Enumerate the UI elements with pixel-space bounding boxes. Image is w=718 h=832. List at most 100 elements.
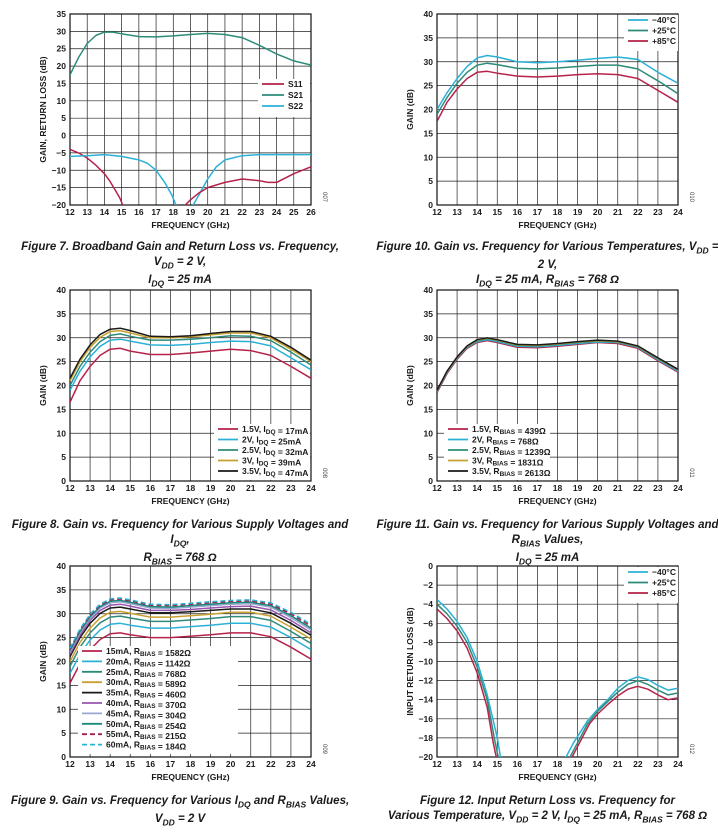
y-tick-label: 40 (424, 9, 434, 19)
series-line-60ma-rbias-184- (70, 597, 311, 649)
x-tick-label: 22 (633, 759, 643, 769)
caption-fig7: Figure 7. Broadband Gain and Return Loss… (21, 241, 339, 289)
series-line-15ma-rbias-1582- (70, 632, 311, 684)
caption-fig12: Figure 12. Input Return Loss vs. Frequen… (387, 795, 708, 825)
series-line-s11 (70, 148, 124, 205)
y-tick-label: 35 (57, 309, 67, 319)
series-line-s21 (70, 31, 311, 76)
caption-fig8: Figure 8. Gain vs. Frequency for Various… (11, 519, 349, 567)
x-tick-label: 23 (255, 207, 265, 217)
x-tick-label: 23 (653, 759, 663, 769)
y-tick-label: 5 (61, 728, 66, 738)
y-tick-label: 25 (57, 633, 67, 643)
series-line-40ma-rbias-370- (70, 603, 311, 655)
x-axis-label: FREQUENCY (GHz) (151, 220, 229, 230)
x-tick-label: 23 (653, 483, 663, 493)
legend-label: S21 (288, 90, 303, 100)
y-tick-label: 10 (57, 704, 67, 714)
legend-label: 60mA, RBIAS = 184Ω (106, 740, 186, 752)
y-tick-label: −2 (423, 580, 433, 590)
series-line-30ma-rbias-589- (70, 610, 311, 662)
x-tick-label: 12 (432, 207, 442, 217)
legend-label: 35mA, RBIAS = 460Ω (106, 688, 186, 700)
x-axis-label: FREQUENCY (GHz) (518, 496, 596, 506)
x-tick-label: 21 (220, 207, 230, 217)
y-axis-label: GAIN (dB) (38, 365, 48, 406)
x-tick-label: 24 (272, 207, 282, 217)
x-tick-label: 23 (286, 759, 296, 769)
x-tick-label: 20 (226, 759, 236, 769)
legend-label: 3V, RBIAS = 1831Ω (472, 456, 544, 468)
legend-box (258, 79, 310, 117)
x-tick-label: 20 (203, 207, 213, 217)
legend-label: 40mA, RBIAS = 370Ω (106, 698, 186, 710)
x-tick-label: 21 (613, 207, 623, 217)
legend-label: 3.5V, RBIAS = 2613Ω (472, 466, 551, 478)
x-tick-label: 21 (613, 759, 623, 769)
y-tick-label: 25 (424, 357, 434, 367)
legend-label: 2.5V, RBIAS = 1239Ω (472, 445, 551, 457)
x-tick-label: 14 (472, 483, 482, 493)
y-tick-label: 35 (57, 585, 67, 595)
legend-label: −40°C (652, 15, 676, 25)
x-tick-label: 20 (593, 483, 603, 493)
x-axis-label: FREQUENCY (GHz) (151, 496, 229, 506)
x-tick-label: 17 (533, 483, 543, 493)
y-tick-label: 15 (57, 680, 67, 690)
x-tick-label: 17 (533, 207, 543, 217)
series-line-3-5v-rbias-2613- (437, 337, 678, 391)
series-line-s22 (70, 153, 311, 205)
legend-label: S11 (288, 79, 303, 89)
y-tick-label: 10 (424, 152, 434, 162)
y-tick-label: −6 (423, 618, 433, 628)
x-tick-label: 24 (673, 759, 683, 769)
y-tick-label: 30 (424, 57, 434, 67)
legend-label: 30mA, RBIAS = 589Ω (106, 677, 186, 689)
x-tick-label: 12 (65, 759, 75, 769)
series-line-continuation (565, 676, 678, 757)
x-tick-label: 16 (513, 207, 523, 217)
y-tick-label: 40 (424, 285, 434, 295)
y-tick-label: 0 (428, 200, 433, 210)
x-tick-label: 24 (306, 759, 316, 769)
y-axis-label: INPUT RETURN LOSS (dB) (405, 607, 415, 715)
plot-frame (436, 289, 679, 482)
y-tick-label: 20 (424, 105, 434, 115)
legend-label: 2V, IDQ = 25mA (242, 435, 301, 447)
series-line-continuation (184, 166, 311, 205)
y-tick-label: −8 (423, 637, 433, 647)
y-tick-label: 0 (61, 752, 66, 762)
y-tick-label: −14 (419, 695, 434, 705)
x-tick-label: 16 (513, 483, 523, 493)
legend-label: +25°C (652, 26, 676, 36)
chart-fig11: 12 13 14 15 16 17 18 19 20 21 22 23 24 0 5 10 15 20 25 30 35… (405, 285, 694, 506)
x-tick-label: 24 (306, 483, 316, 493)
y-tick-label: −10 (52, 165, 67, 175)
x-tick-label: 22 (633, 207, 643, 217)
legend-label: +85°C (652, 36, 676, 46)
chart-fig9: 12 13 14 15 16 17 18 19 20 21 22 23 24 0 5 10 15 20 25 30 35… (38, 561, 327, 782)
x-axis-label: FREQUENCY (GHz) (518, 220, 596, 230)
y-tick-label: 15 (424, 404, 434, 414)
chart-fig12: 12 13 14 15 16 17 18 19 20 21 22 23 24−20−18−16−14−1… (405, 561, 694, 782)
x-tick-label: 12 (432, 759, 442, 769)
x-tick-label: 15 (493, 207, 503, 217)
y-tick-label: 0 (61, 476, 66, 486)
y-tick-label: 30 (57, 333, 67, 343)
x-tick-label: 19 (206, 483, 216, 493)
x-tick-label: 17 (151, 207, 161, 217)
x-tick-label: 23 (653, 207, 663, 217)
x-tick-label: 16 (134, 207, 144, 217)
y-tick-label: 20 (57, 657, 67, 667)
legend-label: 1.5V, RBIAS = 439Ω (472, 424, 546, 436)
x-tick-label: 17 (533, 759, 543, 769)
series-line-25ma-rbias-768- (70, 615, 311, 667)
figure-id: 012 (688, 744, 694, 755)
x-tick-label: 14 (105, 483, 115, 493)
chart-fig8: 12 13 14 15 16 17 18 19 20 21 22 23 24 0 5 10 15 20 25 30 35… (38, 285, 327, 506)
legend-label: 1.5V, IDQ = 17mA (242, 424, 308, 436)
x-tick-label: 18 (553, 207, 563, 217)
x-tick-label: 15 (126, 483, 136, 493)
y-tick-label: 30 (424, 333, 434, 343)
